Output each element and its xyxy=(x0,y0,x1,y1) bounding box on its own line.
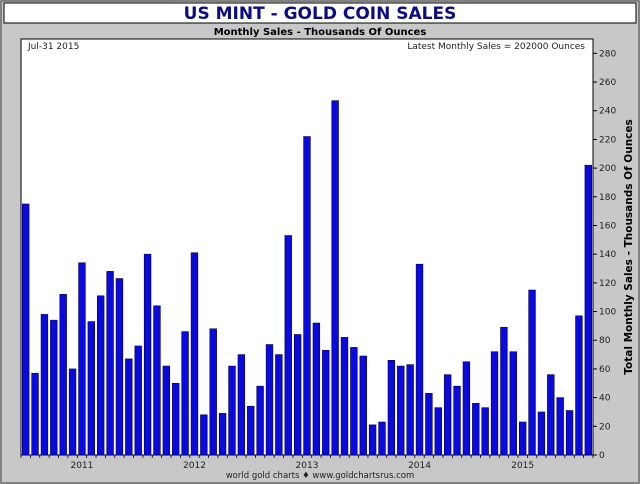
bar xyxy=(537,411,546,456)
y-tick-label: 0 xyxy=(599,451,605,461)
bar xyxy=(125,358,133,456)
bar xyxy=(200,414,208,456)
footer-credit: world gold charts ♦ www.goldchartsrus.co… xyxy=(226,471,415,481)
bar xyxy=(50,319,58,456)
y-tick-label: 40 xyxy=(599,394,611,404)
bar xyxy=(350,347,358,456)
y-axis: 0 20 40 60 80 100 120 140 160 180 200 220 240 260 280 xyxy=(593,49,616,461)
chart-subtitle: Monthly Sales - Thousands Of Ounces xyxy=(214,27,427,38)
bar xyxy=(293,334,302,456)
bar xyxy=(556,397,564,456)
bar xyxy=(575,315,583,456)
bar xyxy=(237,354,246,456)
bar xyxy=(218,413,227,456)
y-tick-label: 120 xyxy=(599,279,616,289)
bar xyxy=(162,365,171,456)
bar xyxy=(387,360,396,456)
y-tick-label: 260 xyxy=(599,78,616,88)
bar xyxy=(265,344,274,456)
bar xyxy=(415,263,424,456)
bar xyxy=(547,374,555,456)
bar xyxy=(68,368,77,456)
x-tick-label: 2013 xyxy=(296,461,319,471)
date-label: Jul-31 2015 xyxy=(27,42,79,52)
y-tick-label: 60 xyxy=(599,365,611,375)
bar-series xyxy=(22,100,592,456)
bar xyxy=(472,403,480,456)
bar xyxy=(453,385,461,456)
bar xyxy=(500,327,508,456)
bar xyxy=(368,424,377,456)
y-tick-label: 160 xyxy=(599,221,616,231)
bar xyxy=(181,331,189,456)
y-tick-label: 280 xyxy=(599,49,616,59)
bar xyxy=(303,136,311,456)
bar xyxy=(565,410,574,456)
x-tick-label: 2015 xyxy=(511,461,534,471)
bar xyxy=(106,271,114,456)
bar xyxy=(509,351,517,456)
bar xyxy=(359,355,367,456)
bar xyxy=(406,364,414,456)
y-tick-label: 200 xyxy=(599,164,616,174)
y-axis-label: Total Monthly Sales - Thousands Of Ounce… xyxy=(623,119,635,375)
bar xyxy=(59,294,67,456)
bar xyxy=(153,305,161,456)
bar xyxy=(78,262,86,456)
bar xyxy=(331,100,339,456)
bar xyxy=(87,321,95,456)
bar xyxy=(228,365,236,456)
bar xyxy=(172,382,180,456)
bar xyxy=(584,164,592,456)
y-tick-label: 220 xyxy=(599,135,616,145)
chart-title: US MINT - GOLD COIN SALES xyxy=(184,4,457,24)
y-tick-label: 20 xyxy=(599,422,611,432)
bar xyxy=(247,405,255,456)
bar xyxy=(190,252,199,456)
x-tick-label: 2014 xyxy=(408,461,431,471)
x-tick-label: 2011 xyxy=(70,461,93,471)
bar xyxy=(256,385,264,456)
bar xyxy=(143,253,152,456)
bar xyxy=(209,328,217,456)
y-tick-label: 100 xyxy=(599,308,616,318)
bar xyxy=(443,374,452,456)
bar xyxy=(275,354,283,456)
bar xyxy=(115,278,124,456)
bar xyxy=(397,365,405,456)
bar xyxy=(40,314,49,456)
bar xyxy=(22,203,30,456)
bar xyxy=(322,349,330,456)
latest-sales-label: Latest Monthly Sales = 202000 Ounces xyxy=(407,42,585,52)
title-banner xyxy=(3,2,637,24)
bar xyxy=(518,421,527,456)
bar xyxy=(284,235,292,456)
y-tick-label: 180 xyxy=(599,193,616,203)
bar xyxy=(340,337,349,456)
bar xyxy=(31,372,39,456)
bar xyxy=(378,421,386,456)
x-tick-label: 2012 xyxy=(183,461,206,471)
y-tick-label: 240 xyxy=(599,107,616,117)
bar xyxy=(462,361,471,456)
bar xyxy=(434,407,442,456)
bar xyxy=(490,351,499,456)
bar xyxy=(312,322,321,456)
bar xyxy=(134,345,142,456)
y-tick-label: 80 xyxy=(599,336,611,346)
bar xyxy=(97,295,105,456)
bar xyxy=(528,289,536,456)
bar xyxy=(481,407,489,456)
y-tick-label: 140 xyxy=(599,250,616,260)
bar xyxy=(425,393,433,456)
x-axis: 2011 2012 2013 2014 2015 xyxy=(20,455,594,471)
